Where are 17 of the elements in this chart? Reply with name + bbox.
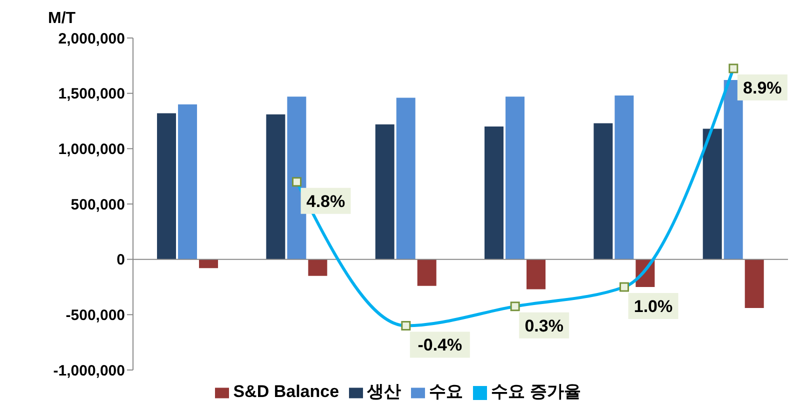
y-tick-label: -500,000 [66,306,125,324]
y-tick-label: 1,500,000 [58,86,125,103]
data-label: 0.3% [524,316,564,336]
y-tick-label: 500,000 [70,196,125,214]
y-tick-label: -1,000,000 [53,362,125,380]
legend-label: 수요 증가율 [491,382,581,401]
data-label: 8.9% [743,78,782,98]
y-tick-label: 1,000,000 [58,140,125,158]
data-label: -0.4% [418,336,462,355]
data-label: 1.0% [634,297,673,316]
y-tick-label: 2,000,000 [58,30,125,48]
data-label: 4.8% [306,192,346,211]
y-tick-label: 0 [116,252,125,269]
legend-label: 생산 [367,382,402,401]
y-axis-title: M/T [48,10,76,28]
legend-label: 수요 [429,382,464,401]
legend-label: S&D Balance [233,382,340,401]
